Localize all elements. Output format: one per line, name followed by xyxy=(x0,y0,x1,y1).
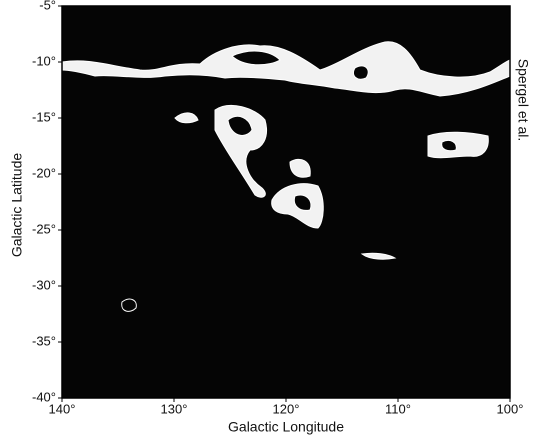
figure: Galactic Longitude Galactic Latitude Spe… xyxy=(0,0,537,439)
y-tick-label: -5° xyxy=(39,0,56,12)
y-tick-label: -35° xyxy=(32,333,56,348)
y-tick-label: -25° xyxy=(32,221,56,236)
x-tick-label: 130° xyxy=(161,401,188,416)
x-axis-title: Galactic Longitude xyxy=(228,419,344,435)
x-tick-label: 140° xyxy=(49,401,76,416)
x-tick-label: 120° xyxy=(273,401,300,416)
annotation: Spergel et al. xyxy=(515,59,531,142)
x-tick-label: 110° xyxy=(385,401,411,416)
y-tick-label: -30° xyxy=(32,277,56,292)
y-tick-label: -10° xyxy=(32,53,56,68)
x-tick-label: 100° xyxy=(497,401,524,416)
y-axis-title: Galactic Latitude xyxy=(9,153,25,257)
y-tick-label: -20° xyxy=(32,165,56,180)
hole xyxy=(353,66,368,79)
hole xyxy=(442,140,457,150)
y-tick-label: -15° xyxy=(32,109,56,124)
cloud xyxy=(428,132,488,158)
